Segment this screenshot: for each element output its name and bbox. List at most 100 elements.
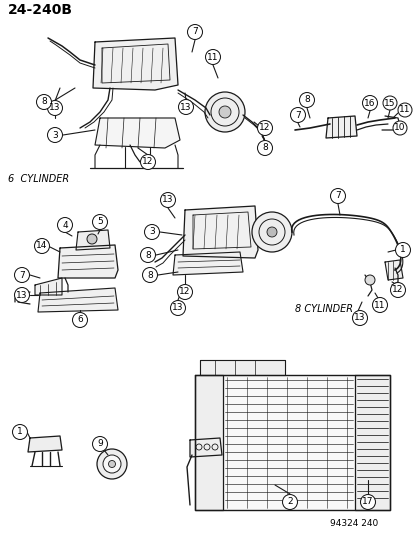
Circle shape (108, 461, 115, 467)
Circle shape (252, 212, 291, 252)
Polygon shape (384, 260, 402, 280)
Text: 8: 8 (147, 271, 152, 279)
Circle shape (205, 50, 220, 64)
Text: 7: 7 (294, 110, 300, 119)
Text: 3: 3 (149, 228, 154, 237)
Text: 8: 8 (304, 95, 309, 104)
Circle shape (140, 247, 155, 262)
Text: 3: 3 (52, 131, 58, 140)
Text: 12: 12 (392, 286, 403, 295)
Polygon shape (195, 375, 223, 510)
Polygon shape (28, 436, 62, 452)
Text: 8: 8 (145, 251, 150, 260)
Circle shape (394, 243, 410, 257)
Circle shape (362, 95, 377, 110)
Circle shape (351, 311, 367, 326)
Circle shape (364, 275, 374, 285)
Text: 2: 2 (287, 497, 292, 506)
Polygon shape (95, 118, 180, 148)
Circle shape (97, 449, 127, 479)
Circle shape (392, 121, 406, 135)
Circle shape (218, 106, 230, 118)
Text: 12: 12 (259, 124, 270, 133)
Polygon shape (354, 375, 389, 510)
Circle shape (160, 192, 175, 207)
Circle shape (12, 424, 27, 440)
Text: 94324 240: 94324 240 (329, 519, 377, 528)
Circle shape (299, 93, 314, 108)
Circle shape (187, 25, 202, 39)
Circle shape (382, 96, 396, 110)
Text: 8: 8 (261, 143, 267, 152)
Text: 5: 5 (97, 217, 102, 227)
Text: 1: 1 (17, 427, 23, 437)
Text: 13: 13 (49, 103, 61, 112)
Text: 16: 16 (363, 99, 375, 108)
Text: 13: 13 (162, 196, 173, 205)
Circle shape (257, 141, 272, 156)
Polygon shape (76, 230, 110, 250)
Circle shape (34, 238, 50, 254)
Polygon shape (190, 438, 221, 457)
Text: 12: 12 (179, 287, 190, 296)
Circle shape (47, 101, 62, 116)
Polygon shape (325, 116, 356, 138)
Circle shape (142, 268, 157, 282)
Circle shape (170, 301, 185, 316)
Polygon shape (199, 360, 284, 375)
Circle shape (92, 437, 107, 451)
Circle shape (330, 189, 345, 204)
Text: 17: 17 (361, 497, 373, 506)
Circle shape (282, 495, 297, 510)
Circle shape (144, 224, 159, 239)
Text: 7: 7 (334, 191, 340, 200)
Text: 1: 1 (399, 246, 405, 254)
Text: 7: 7 (19, 271, 25, 279)
Circle shape (103, 455, 121, 473)
Text: 13: 13 (180, 102, 191, 111)
Circle shape (47, 127, 62, 142)
Circle shape (397, 103, 411, 117)
Text: 13: 13 (172, 303, 183, 312)
Circle shape (178, 100, 193, 115)
Circle shape (92, 214, 107, 230)
Text: 11: 11 (398, 106, 410, 115)
Polygon shape (195, 375, 389, 510)
Text: 8: 8 (41, 98, 47, 107)
Text: 13: 13 (16, 290, 28, 300)
Circle shape (290, 108, 305, 123)
Polygon shape (93, 38, 178, 90)
Text: 6  CYLINDER: 6 CYLINDER (8, 174, 69, 184)
Polygon shape (38, 288, 118, 312)
Circle shape (140, 155, 155, 169)
Circle shape (36, 94, 51, 109)
Circle shape (177, 285, 192, 300)
Text: 7: 7 (192, 28, 197, 36)
Circle shape (389, 282, 404, 297)
Text: 6: 6 (77, 316, 83, 325)
Text: 11: 11 (207, 52, 218, 61)
Circle shape (14, 287, 29, 303)
Text: 10: 10 (393, 124, 405, 133)
Circle shape (257, 120, 272, 135)
Text: 11: 11 (373, 301, 385, 310)
Circle shape (87, 234, 97, 244)
Polygon shape (173, 252, 242, 275)
Polygon shape (35, 278, 62, 295)
Circle shape (57, 217, 72, 232)
Circle shape (360, 495, 375, 510)
Text: 12: 12 (142, 157, 153, 166)
Circle shape (14, 268, 29, 282)
Circle shape (372, 297, 387, 312)
Text: 24-240B: 24-240B (8, 3, 73, 17)
Text: 14: 14 (36, 241, 47, 251)
Text: 8 CYLINDER: 8 CYLINDER (294, 304, 352, 314)
Circle shape (204, 92, 244, 132)
Circle shape (266, 227, 276, 237)
Text: 13: 13 (354, 313, 365, 322)
Polygon shape (58, 245, 118, 278)
Text: 9: 9 (97, 440, 102, 448)
Polygon shape (183, 206, 257, 258)
Circle shape (72, 312, 87, 327)
Text: 4: 4 (62, 221, 68, 230)
